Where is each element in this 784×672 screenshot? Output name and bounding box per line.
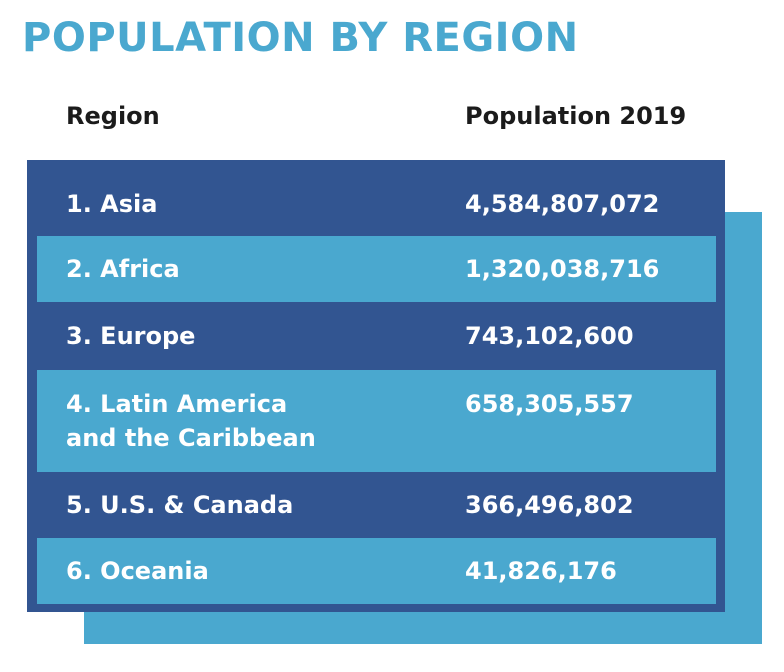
column-header-population: Population 2019: [465, 102, 687, 130]
table-row: 3. Europe 743,102,600: [27, 302, 725, 370]
column-header-region: Region: [66, 102, 160, 130]
table-row: 1. Asia 4,584,807,072: [27, 172, 725, 236]
table-row: 4. Latin America and the Caribbean 658,3…: [37, 370, 716, 472]
population-cell: 1,320,038,716: [465, 255, 660, 283]
population-cell: 366,496,802: [465, 491, 634, 519]
region-cell: 4. Latin America and the Caribbean: [66, 390, 316, 452]
population-cell: 743,102,600: [465, 322, 634, 350]
page-title: POPULATION BY REGION: [22, 15, 579, 61]
region-cell: 3. Europe: [66, 322, 196, 350]
population-cell: 658,305,557: [465, 390, 634, 418]
region-cell: 1. Asia: [66, 190, 158, 218]
region-cell: 6. Oceania: [66, 557, 209, 585]
population-cell: 4,584,807,072: [465, 190, 660, 218]
table-row: 6. Oceania 41,826,176: [37, 538, 716, 604]
population-cell: 41,826,176: [465, 557, 617, 585]
region-cell: 2. Africa: [66, 255, 180, 283]
table-row: 2. Africa 1,320,038,716: [37, 236, 716, 302]
region-cell: 5. U.S. & Canada: [66, 491, 294, 519]
table-row: 5. U.S. & Canada 366,496,802: [27, 472, 725, 538]
